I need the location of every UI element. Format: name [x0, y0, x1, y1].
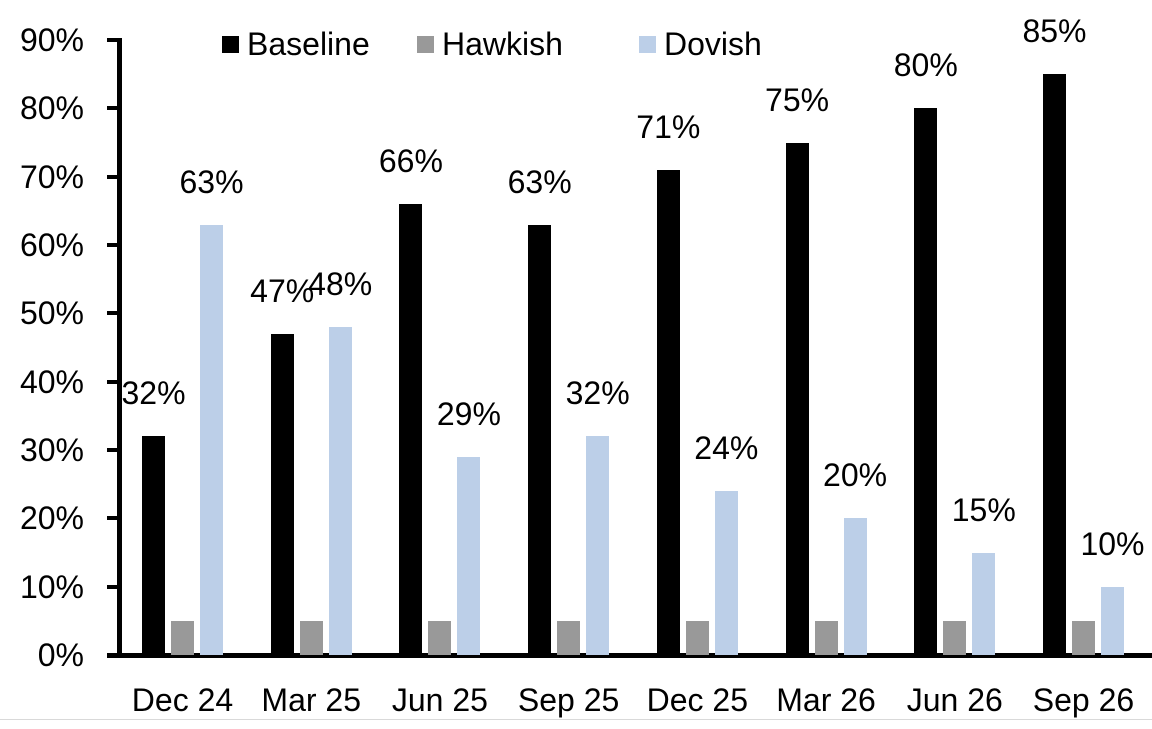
y-axis-tick	[107, 584, 117, 589]
y-axis-tick-label: 60%	[19, 227, 84, 263]
bar-baseline-7	[1042, 74, 1066, 655]
x-axis-label-1: Mar 25	[261, 682, 361, 718]
y-axis-tick-label: 50%	[19, 295, 84, 332]
data-label-baseline-4: 71%	[636, 108, 701, 145]
bar-baseline-0	[142, 436, 165, 655]
data-label-dovish-1: 48%	[308, 266, 373, 302]
data-label-baseline-0: 32%	[121, 375, 186, 412]
legend-swatch-baseline-icon	[222, 35, 239, 53]
y-axis-tick-label: 40%	[19, 363, 84, 400]
bar-hawkish-6	[943, 620, 967, 655]
x-axis-label-4: Dec 25	[646, 682, 749, 718]
bar-dovish-4	[714, 491, 738, 655]
legend-label: Baseline	[247, 26, 370, 62]
y-axis-line	[117, 38, 122, 658]
data-label-dovish-2: 29%	[436, 395, 501, 432]
data-label-baseline-6: 80%	[893, 47, 958, 84]
data-label-dovish-4: 24%	[694, 430, 759, 466]
legend-label: Dovish	[664, 26, 762, 62]
x-axis-line	[107, 653, 1152, 658]
y-axis-tick	[107, 243, 117, 247]
y-axis-tick-label: 90%	[19, 22, 84, 58]
y-axis-tick-label: 20%	[19, 500, 84, 537]
y-axis-tick-label: 70%	[19, 158, 84, 195]
y-axis-tick	[107, 653, 117, 657]
y-axis-tick	[107, 448, 117, 452]
bar-baseline-1	[270, 333, 294, 655]
bar-dovish-0	[200, 224, 223, 655]
data-label-dovish-3: 32%	[565, 375, 630, 412]
legend-item-baseline: Baseline	[222, 27, 370, 61]
y-axis-tick	[107, 38, 117, 42]
y-axis-tick	[107, 379, 117, 384]
bar-hawkish-3	[557, 620, 581, 655]
y-axis-tick-label: 80%	[19, 90, 84, 127]
bar-hawkish-7	[1071, 620, 1095, 655]
data-label-dovish-5: 20%	[823, 457, 888, 494]
y-axis-tick	[107, 106, 117, 111]
bar-hawkish-0	[171, 620, 194, 655]
legend-swatch-hawkish-icon	[417, 35, 434, 53]
x-axis-label-3: Sep 25	[517, 682, 620, 718]
bar-dovish-2	[457, 456, 481, 655]
bar-dovish-6	[972, 552, 996, 655]
data-label-baseline-3: 63%	[507, 163, 572, 200]
bar-dovish-5	[843, 518, 867, 655]
y-axis-tick	[107, 174, 117, 179]
x-axis-label-2: Jun 25	[391, 682, 488, 718]
x-axis-label-0: Dec 24	[131, 682, 234, 718]
data-label-baseline-1: 47%	[250, 272, 315, 309]
y-axis-tick	[107, 311, 117, 316]
bar-dovish-7	[1100, 586, 1124, 655]
legend-item-dovish: Dovish	[639, 27, 762, 61]
bar-dovish-3	[586, 436, 610, 655]
bar-baseline-5	[785, 142, 809, 655]
data-label-baseline-7: 85%	[1022, 13, 1087, 50]
y-axis-tick	[107, 516, 117, 521]
bar-hawkish-1	[299, 620, 323, 655]
data-label-dovish-6: 15%	[951, 491, 1016, 528]
legend-swatch-dovish-icon	[639, 35, 656, 53]
chart-bottom-border	[0, 719, 1152, 720]
bar-baseline-4	[656, 169, 680, 655]
bar-baseline-6	[914, 108, 938, 655]
y-axis-tick-label: 30%	[19, 432, 84, 468]
y-axis-tick-label: 0%	[37, 637, 84, 673]
bar-dovish-1	[328, 327, 352, 655]
bar-baseline-2	[399, 204, 423, 655]
x-axis-label-6: Jun 26	[906, 682, 1003, 718]
data-label-baseline-5: 75%	[765, 81, 830, 118]
x-axis-label-5: Mar 26	[776, 682, 876, 718]
data-label-baseline-2: 66%	[378, 143, 443, 179]
bar-baseline-3	[528, 224, 552, 655]
bar-hawkish-5	[814, 620, 838, 655]
x-axis-label-7: Sep 26	[1032, 682, 1135, 718]
data-label-dovish-0: 63%	[179, 163, 244, 200]
bar-hawkish-2	[428, 620, 452, 655]
bar-hawkish-4	[685, 620, 709, 655]
legend-label: Hawkish	[442, 26, 563, 62]
y-axis-tick-label: 10%	[19, 568, 84, 605]
data-label-dovish-7: 10%	[1080, 525, 1145, 562]
legend-item-hawkish: Hawkish	[417, 27, 563, 61]
